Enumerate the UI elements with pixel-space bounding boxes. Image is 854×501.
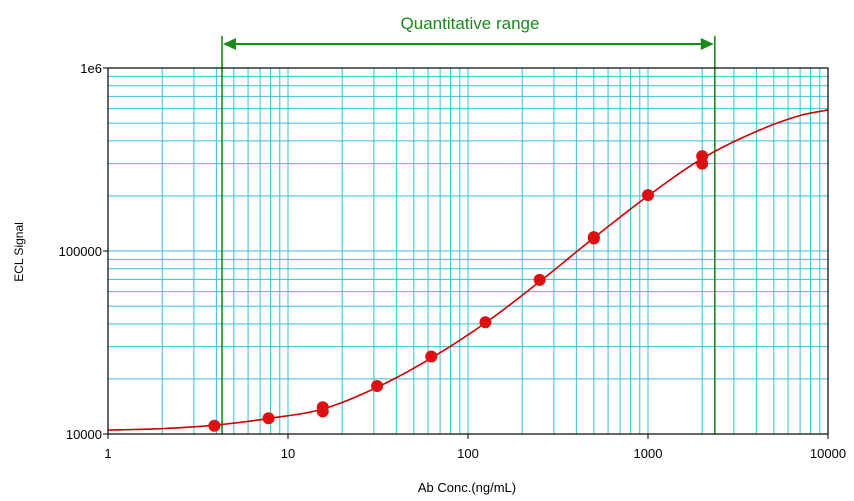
axis-ticks-layer: 1 10 100 1000 10000 10000 100000 1e6 xyxy=(59,61,846,461)
y-tick-label: 10000 xyxy=(66,427,102,442)
data-point xyxy=(316,401,329,414)
x-tick-label: 10000 xyxy=(810,446,846,461)
y-tick-label: 100000 xyxy=(59,244,102,259)
x-tick-label: 100 xyxy=(457,446,479,461)
y-tick-label: 1e6 xyxy=(80,61,102,76)
data-point xyxy=(587,231,600,244)
data-point xyxy=(696,150,709,163)
data-point xyxy=(208,419,221,432)
data-point xyxy=(479,316,492,329)
range-arrow-head-left xyxy=(223,38,237,50)
x-tick-label: 1 xyxy=(104,446,111,461)
data-point xyxy=(425,350,438,363)
x-axis-label: Ab Conc.(ng/mL) xyxy=(418,480,516,495)
data-point xyxy=(262,412,275,425)
data-point xyxy=(642,189,654,202)
range-arrow-head-right xyxy=(700,38,714,50)
grid-lines xyxy=(108,68,828,434)
x-tick-label: 1000 xyxy=(634,446,663,461)
x-tick-label: 10 xyxy=(281,446,295,461)
data-point xyxy=(533,273,546,286)
y-axis-label: ECL Signal xyxy=(12,222,26,282)
data-point xyxy=(371,379,384,392)
data-points-layer xyxy=(208,150,709,432)
quantitative-range-annotation: Quantitative range xyxy=(221,14,716,434)
annotation-label: Quantitative range xyxy=(401,14,540,33)
